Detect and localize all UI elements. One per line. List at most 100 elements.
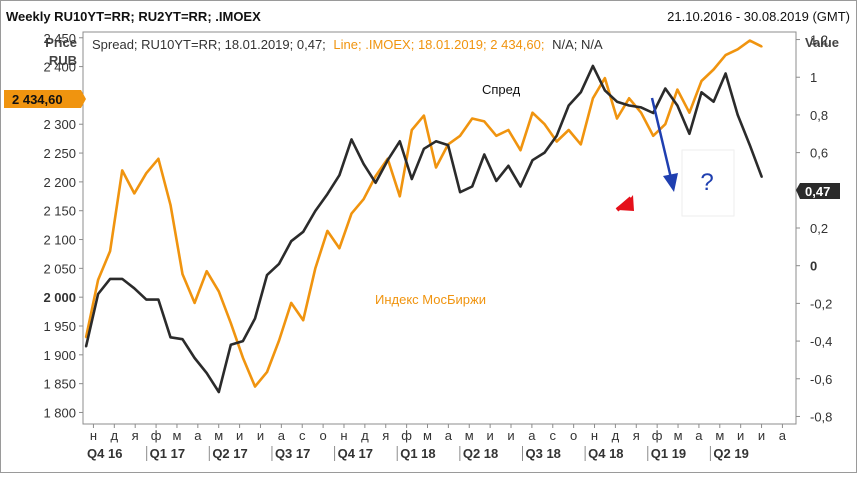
index-series-point — [724, 54, 727, 56]
spread-series-point — [169, 336, 172, 339]
month-label: ф — [151, 428, 162, 443]
spread-series-point — [410, 178, 413, 180]
index-series-point — [519, 149, 522, 152]
index-series-point — [483, 120, 486, 123]
spread-series-point — [483, 153, 486, 156]
month-label: и — [737, 428, 744, 443]
index-series-point — [459, 134, 461, 137]
spread-series-point — [229, 343, 232, 346]
spread-series-point — [362, 163, 365, 165]
index-series-point — [229, 322, 232, 324]
index-series-point — [579, 143, 582, 146]
spread-series-point — [386, 159, 389, 162]
month-label: н — [340, 428, 347, 443]
red-arrow-icon — [615, 195, 634, 212]
index-series-point — [435, 166, 437, 169]
spread-series-point — [447, 144, 449, 147]
right-tick-label: 0,2 — [810, 221, 828, 236]
month-label: н — [90, 428, 97, 443]
left-tick-label: 1 800 — [43, 405, 76, 420]
spread-series-point — [374, 181, 377, 184]
index-series-point — [205, 270, 208, 273]
quarter-label: Q4 16 — [87, 446, 122, 461]
quarter-label: Q4 18 — [588, 446, 623, 461]
month-label: м — [465, 428, 474, 443]
down-arrow-icon — [650, 97, 678, 192]
index-series-point — [676, 88, 679, 91]
spread-label: Спред — [474, 76, 532, 102]
index-series-point — [555, 140, 558, 143]
left-tick-label: 2 000 — [43, 290, 76, 305]
index-series-point — [302, 319, 305, 322]
index-label-text: Индекс МосБиржи — [375, 292, 486, 307]
spread-series-point — [85, 345, 87, 348]
left-tick-label: 1 950 — [43, 319, 76, 334]
tooltip-line: Spread; RU10YT=RR; 18.01.2019; 0,47; Lin… — [92, 37, 603, 52]
quarter-label: Q2 18 — [463, 446, 498, 461]
quarter-label: Q1 19 — [651, 446, 686, 461]
month-label: м — [674, 428, 683, 443]
quarter-label: Q2 17 — [212, 446, 247, 461]
spread-series-point — [97, 293, 99, 295]
left-tick-label: 2 150 — [43, 204, 76, 219]
spread-series-point — [242, 340, 244, 342]
spread-series-point — [121, 278, 124, 280]
index-series-point — [181, 273, 184, 275]
index-series-point — [374, 175, 377, 178]
spread-label-text: Спред — [482, 82, 521, 97]
spread-series-point — [205, 372, 208, 374]
month-label: и — [486, 428, 493, 443]
index-label: Индекс МосБиржи — [368, 285, 514, 319]
index-series-point — [664, 123, 667, 126]
month-label: я — [132, 428, 139, 443]
chart-title: Weekly RU10YT=RR; RU2YT=RR; .IMOEX — [6, 9, 261, 24]
month-label: а — [695, 428, 703, 443]
index-series-point — [604, 77, 606, 79]
month-label: с — [550, 428, 557, 443]
index-series-point — [712, 68, 715, 71]
month-label: и — [507, 428, 514, 443]
tooltip-index-text: Line; .IMOEX; 18.01.2019; 2 434,60; — [333, 37, 544, 52]
spread-series-point — [423, 147, 425, 150]
month-label: а — [779, 428, 787, 443]
month-label: ф — [652, 428, 663, 443]
right-tick-label: 1 — [810, 70, 817, 85]
index-series-point — [567, 129, 570, 131]
index-series-point — [217, 290, 220, 293]
left-tick-label: 2 050 — [43, 261, 76, 276]
quarter-label: Q2 19 — [713, 446, 748, 461]
quarter-label: Q3 17 — [275, 446, 310, 461]
spread-series-point — [592, 65, 594, 67]
spread-series-point — [266, 274, 268, 276]
spread-series-point — [519, 185, 522, 188]
right-tick-label: -0,4 — [810, 334, 832, 349]
index-series-point — [700, 80, 703, 82]
spread-series-point — [712, 100, 715, 103]
month-label: м — [715, 428, 724, 443]
index-series-point — [193, 302, 196, 304]
spread-series-point — [531, 159, 534, 162]
index-series-point — [531, 111, 534, 114]
x-axis: н д я ф м а м и и а с о н д я ф м а м и и а с о н д я ф м а м и и аQ4 16 Q… — [87, 424, 787, 461]
spread-series-point — [133, 287, 136, 290]
index-series-point — [338, 247, 341, 250]
plot-area — [82, 31, 797, 425]
tooltip-spread-text: Spread; RU10YT=RR; 18.01.2019; 0,47; — [92, 37, 326, 52]
spread-series-point — [567, 104, 570, 107]
left-tick-label: 1 850 — [43, 377, 76, 392]
spread-series-point — [507, 164, 510, 167]
month-label: м — [214, 428, 223, 443]
spread-series-point — [314, 210, 317, 212]
spread-series-point — [326, 193, 329, 196]
left-axis-title-rub: RUB — [49, 53, 77, 68]
month-label: ф — [401, 428, 412, 443]
index-series-point — [133, 192, 136, 195]
index-series-point — [121, 169, 124, 172]
right-tick-label: 1,2 — [810, 33, 828, 48]
spread-series-point — [616, 100, 618, 103]
spread-series-point — [181, 338, 184, 341]
month-label: м — [423, 428, 432, 443]
index-series-point — [423, 114, 425, 117]
spread-series-point — [676, 104, 679, 107]
